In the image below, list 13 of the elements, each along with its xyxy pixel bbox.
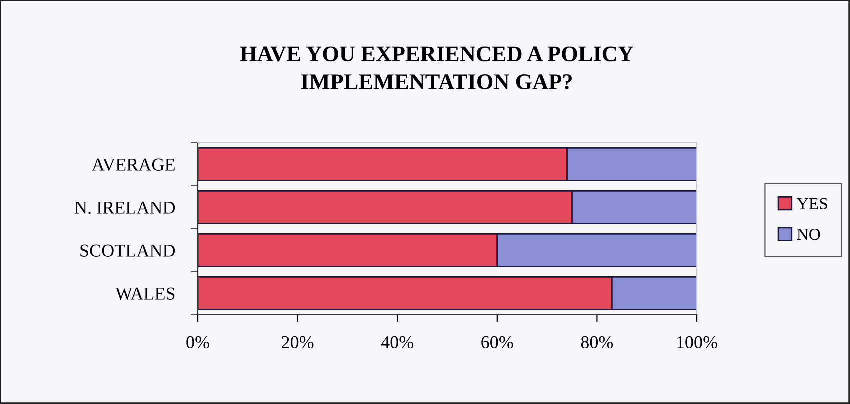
x-tick-label: 60% xyxy=(482,336,514,349)
x-tick-label: 80% xyxy=(581,336,614,349)
legend-label: NO xyxy=(797,229,820,240)
y-tick-label: AVERAGE xyxy=(92,158,175,172)
x-tick-label: 100% xyxy=(678,336,718,349)
legend-label: YES xyxy=(797,198,828,210)
x-tick-label: 40% xyxy=(381,336,414,349)
y-tick-label: N. IRELAND xyxy=(75,202,176,214)
x-tick-label: 20% xyxy=(282,336,314,349)
y-tick-label: SCOTLAND xyxy=(80,244,176,257)
x-tick-label: 0% xyxy=(186,336,210,349)
y-tick-label: WALES xyxy=(116,288,175,300)
chart-title: HAVE YOU EXPERIENCED A POLICY IMPLEMENTATION GAP? xyxy=(240,46,634,90)
